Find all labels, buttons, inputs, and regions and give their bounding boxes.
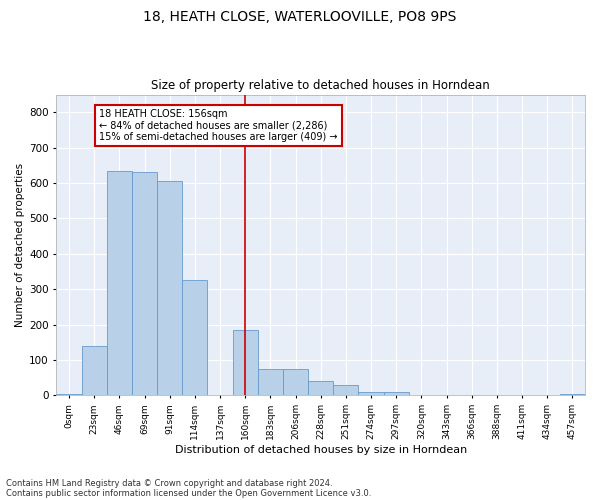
Bar <box>358 392 383 396</box>
Bar <box>56 394 82 396</box>
Bar <box>107 170 132 396</box>
Text: 18, HEATH CLOSE, WATERLOOVILLE, PO8 9PS: 18, HEATH CLOSE, WATERLOOVILLE, PO8 9PS <box>143 10 457 24</box>
X-axis label: Distribution of detached houses by size in Horndean: Distribution of detached houses by size … <box>175 445 467 455</box>
Bar <box>82 346 107 396</box>
Text: Contains HM Land Registry data © Crown copyright and database right 2024.: Contains HM Land Registry data © Crown c… <box>6 478 332 488</box>
Bar <box>258 369 283 396</box>
Bar <box>182 280 208 396</box>
Bar <box>233 330 258 396</box>
Bar <box>283 369 308 396</box>
Y-axis label: Number of detached properties: Number of detached properties <box>15 163 25 327</box>
Bar <box>308 382 334 396</box>
Bar <box>383 392 409 396</box>
Bar <box>132 172 157 396</box>
Text: Contains public sector information licensed under the Open Government Licence v3: Contains public sector information licen… <box>6 488 371 498</box>
Text: 18 HEATH CLOSE: 156sqm
← 84% of detached houses are smaller (2,286)
15% of semi-: 18 HEATH CLOSE: 156sqm ← 84% of detached… <box>99 108 338 142</box>
Bar <box>334 385 358 396</box>
Bar <box>560 394 585 396</box>
Title: Size of property relative to detached houses in Horndean: Size of property relative to detached ho… <box>151 79 490 92</box>
Bar <box>157 182 182 396</box>
